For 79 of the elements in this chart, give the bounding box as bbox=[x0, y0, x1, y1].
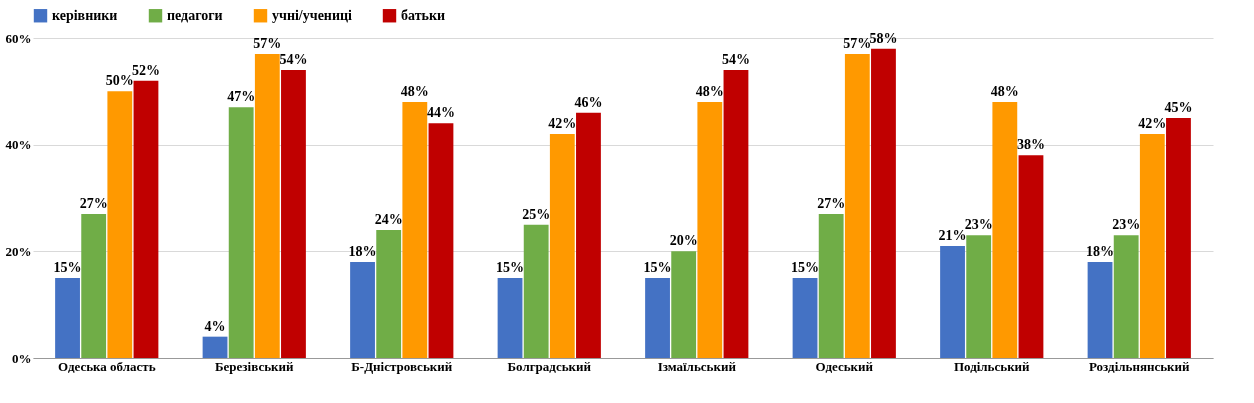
data-label: 47% bbox=[227, 89, 256, 105]
data-label: 42% bbox=[1138, 116, 1167, 131]
data-label: 15% bbox=[53, 260, 82, 275]
bar bbox=[228, 107, 254, 358]
data-label: 54% bbox=[279, 52, 308, 67]
data-label: 15% bbox=[496, 260, 525, 275]
bar bbox=[818, 214, 844, 358]
bar bbox=[966, 235, 992, 358]
data-label: 46% bbox=[574, 94, 603, 110]
x-tick-label: Роздільнянський bbox=[1088, 358, 1191, 374]
legend-label: педагоги bbox=[167, 7, 223, 23]
y-tick-label: 20% bbox=[5, 243, 32, 259]
bar bbox=[1166, 118, 1191, 358]
bar bbox=[1113, 235, 1139, 358]
data-label: 4% bbox=[204, 318, 226, 334]
y-tick-label: 0% bbox=[12, 350, 32, 366]
bar bbox=[497, 278, 523, 358]
bar bbox=[723, 70, 749, 358]
bar bbox=[1087, 262, 1113, 358]
bar bbox=[281, 70, 306, 358]
bar bbox=[1018, 155, 1044, 358]
data-label: 23% bbox=[1112, 217, 1141, 233]
x-tick-label: Болградський bbox=[507, 358, 592, 374]
data-label: 15% bbox=[643, 260, 672, 275]
data-label: 27% bbox=[817, 196, 846, 211]
y-tick-label: 40% bbox=[5, 137, 32, 153]
data-label: 25% bbox=[522, 206, 551, 222]
bar bbox=[202, 336, 228, 358]
data-label: 54% bbox=[721, 52, 750, 67]
bar bbox=[576, 112, 601, 358]
data-label: 48% bbox=[990, 84, 1019, 99]
bar bbox=[792, 278, 818, 358]
bar bbox=[697, 102, 723, 358]
data-label: 21% bbox=[938, 228, 967, 243]
bar bbox=[940, 246, 965, 358]
bar bbox=[107, 91, 133, 358]
bar bbox=[671, 251, 697, 358]
bar bbox=[992, 102, 1018, 358]
bar bbox=[871, 48, 896, 358]
data-label: 44% bbox=[426, 105, 455, 121]
x-tick-label: Березівський bbox=[215, 358, 294, 374]
data-label: 24% bbox=[374, 212, 403, 227]
data-label: 15% bbox=[791, 260, 820, 275]
data-label: 18% bbox=[348, 244, 377, 259]
data-label: 50% bbox=[105, 73, 134, 89]
data-label: 27% bbox=[79, 196, 108, 211]
x-tick-label: Б-Дністровський bbox=[351, 358, 453, 374]
data-label: 58% bbox=[869, 30, 898, 46]
data-label: 18% bbox=[1086, 244, 1115, 259]
legend-label: керівники bbox=[52, 7, 118, 23]
bar bbox=[549, 134, 575, 358]
data-label: 23% bbox=[964, 217, 993, 233]
legend-label: учні/учениці bbox=[272, 7, 353, 23]
x-tick-label: Ізмаїльський bbox=[657, 358, 737, 374]
data-label: 48% bbox=[400, 84, 429, 99]
x-tick-label: Одеська область bbox=[57, 358, 156, 374]
bar bbox=[350, 262, 375, 358]
bar bbox=[428, 123, 454, 358]
bar bbox=[133, 80, 159, 358]
data-label: 52% bbox=[131, 62, 160, 78]
bar bbox=[523, 224, 549, 358]
data-label: 48% bbox=[695, 84, 724, 99]
bar bbox=[55, 278, 80, 358]
data-label: 57% bbox=[253, 36, 282, 51]
bar bbox=[81, 214, 107, 358]
bar bbox=[844, 54, 870, 358]
legend-label: батьки bbox=[401, 7, 446, 23]
x-tick-label: Одеський bbox=[815, 358, 874, 374]
data-label: 20% bbox=[669, 233, 698, 249]
bar bbox=[254, 54, 280, 358]
bar bbox=[645, 278, 670, 358]
x-tick-label: Подільський bbox=[953, 358, 1031, 374]
bar bbox=[376, 230, 402, 358]
data-label: 42% bbox=[548, 116, 577, 131]
data-label: 38% bbox=[1016, 137, 1045, 153]
data-label: 45% bbox=[1164, 100, 1193, 115]
bar bbox=[402, 102, 428, 358]
bar bbox=[1139, 134, 1165, 358]
y-tick-label: 60% bbox=[5, 30, 32, 46]
